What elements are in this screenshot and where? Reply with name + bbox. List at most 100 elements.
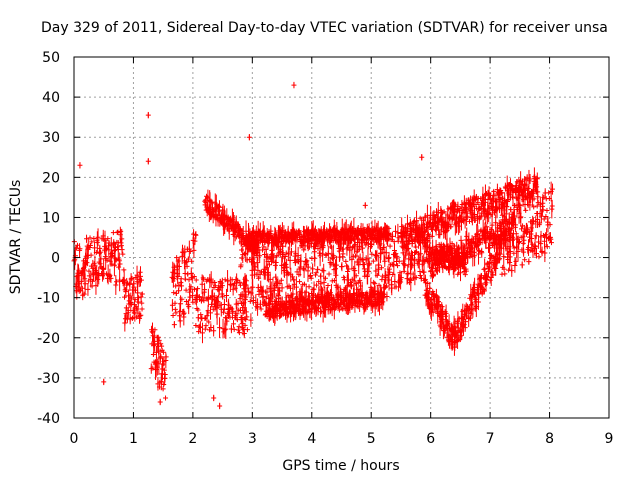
data-point <box>100 265 106 271</box>
data-point <box>450 216 456 222</box>
data-point <box>478 213 484 219</box>
data-point <box>269 247 275 253</box>
data-point <box>504 225 510 231</box>
data-point <box>250 256 256 262</box>
data-point <box>195 286 201 292</box>
data-point <box>394 255 400 261</box>
data-point <box>202 326 208 332</box>
data-point <box>173 283 179 289</box>
data-point <box>160 386 166 392</box>
x-tick-label: 1 <box>129 431 138 447</box>
data-point <box>444 250 450 256</box>
data-point <box>402 263 408 269</box>
data-point <box>535 194 541 200</box>
data-point <box>306 284 312 290</box>
data-point <box>175 274 181 280</box>
data-point <box>184 259 190 265</box>
data-point <box>316 250 322 256</box>
data-point <box>291 277 297 283</box>
data-point <box>326 271 332 277</box>
data-point <box>229 306 235 312</box>
y-tick-label: -30 <box>37 371 60 387</box>
data-point <box>212 283 218 289</box>
x-tick-label: 4 <box>307 431 316 447</box>
data-point <box>138 277 144 283</box>
data-point <box>400 250 406 256</box>
data-point <box>387 243 393 249</box>
data-point <box>89 278 95 284</box>
data-point <box>182 276 188 282</box>
data-point <box>115 244 121 250</box>
data-point <box>172 306 178 312</box>
data-point <box>204 296 210 302</box>
data-point <box>393 284 399 290</box>
data-point <box>522 257 528 263</box>
data-point <box>407 277 413 283</box>
data-point <box>170 312 176 318</box>
data-point <box>91 235 97 241</box>
data-point <box>331 254 337 260</box>
x-axis-label: GPS time / hours <box>282 458 399 474</box>
data-point <box>371 279 377 285</box>
data-point <box>118 228 124 234</box>
data-point <box>187 249 193 255</box>
data-point <box>353 280 359 286</box>
data-point <box>484 224 490 230</box>
data-point <box>360 245 366 251</box>
data-point <box>369 251 375 257</box>
data-point <box>184 263 190 269</box>
data-point <box>395 238 401 244</box>
data-point <box>259 287 265 293</box>
data-point <box>237 282 243 288</box>
data-point <box>442 313 448 319</box>
data-point <box>370 258 376 264</box>
data-point <box>455 271 461 277</box>
data-point <box>132 297 138 303</box>
data-point <box>158 354 164 360</box>
data-point <box>413 275 419 281</box>
data-point <box>359 257 365 263</box>
data-point <box>400 245 406 251</box>
data-point <box>423 287 429 293</box>
data-point <box>523 207 529 213</box>
data-point <box>139 300 145 306</box>
data-point <box>488 227 494 233</box>
data-point <box>540 207 546 213</box>
data-point <box>81 291 87 297</box>
data-point <box>191 274 197 280</box>
data-point <box>188 284 194 290</box>
data-point <box>179 296 185 302</box>
data-point <box>243 317 249 323</box>
data-point <box>285 270 291 276</box>
y-axis-label: SDTVAR / TECUs <box>8 180 24 295</box>
data-point <box>525 186 531 192</box>
data-point <box>114 230 120 236</box>
data-point <box>387 269 393 275</box>
data-point <box>114 279 120 285</box>
data-point <box>297 279 303 285</box>
data-point <box>73 245 79 251</box>
data-point <box>341 274 347 280</box>
data-point <box>462 272 468 278</box>
data-point <box>84 260 90 266</box>
data-point <box>236 330 242 336</box>
x-tick-label: 6 <box>426 431 435 447</box>
data-point <box>337 302 343 308</box>
data-point <box>244 327 250 333</box>
data-point <box>304 258 310 264</box>
data-point <box>411 219 417 225</box>
data-point <box>543 213 549 219</box>
data-point <box>104 257 110 263</box>
data-point <box>325 283 331 289</box>
data-point <box>422 277 428 283</box>
data-point <box>485 274 491 280</box>
data-point <box>93 249 99 255</box>
data-point <box>435 299 441 305</box>
data-point <box>278 277 284 283</box>
data-point <box>138 312 144 318</box>
data-point <box>220 309 226 315</box>
data-point <box>344 263 350 269</box>
data-point <box>226 302 232 308</box>
data-point <box>189 258 195 264</box>
data-point <box>308 275 314 281</box>
